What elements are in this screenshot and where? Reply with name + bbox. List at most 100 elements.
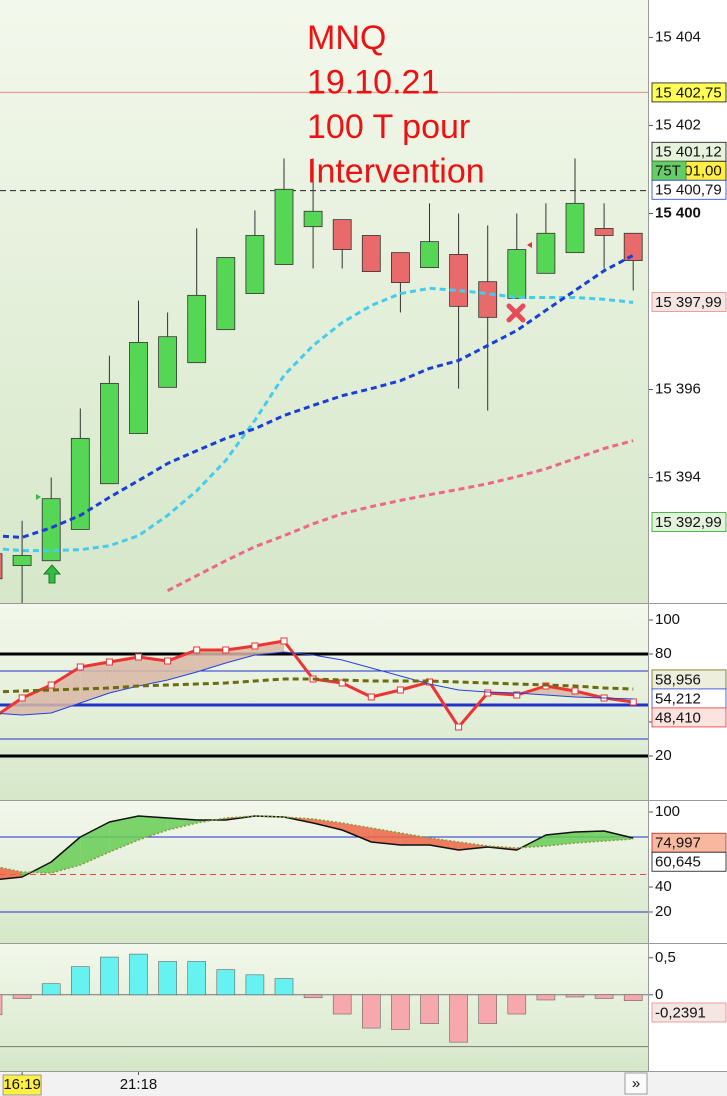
x-tick-label: 16:19 <box>3 1076 41 1093</box>
difference-fill <box>196 649 226 672</box>
y-tick-label: 15 394 <box>655 469 701 486</box>
price-label: -0,2391 <box>655 1004 706 1021</box>
histogram-bar <box>420 994 439 1024</box>
difference-fill <box>400 833 430 845</box>
y-tick-label: 100 <box>655 611 680 628</box>
series-marker <box>222 646 230 654</box>
candle-body <box>507 249 527 299</box>
histogram-bar <box>158 961 177 996</box>
separators <box>0 0 727 1072</box>
price-label-box <box>651 851 727 872</box>
histogram-bar <box>187 961 206 996</box>
candle-body <box>623 232 643 261</box>
annotation: 19.10.21 <box>307 63 439 101</box>
histogram-bar <box>594 994 614 999</box>
difference-fill <box>458 842 488 850</box>
series-marker <box>338 679 346 687</box>
candle-body <box>0 553 3 580</box>
difference-fill <box>109 656 139 693</box>
series-marker <box>193 646 201 654</box>
x-tick-label: 21:18 <box>120 1076 158 1093</box>
candle-body <box>361 235 381 272</box>
histogram-bar <box>507 994 527 1015</box>
candle-body <box>216 257 236 331</box>
annotation: 100 T pour <box>307 108 470 146</box>
histogram-bar <box>0 994 3 1016</box>
y-tick-label: 0 <box>655 986 663 1003</box>
candle-body <box>478 281 498 318</box>
annotation: MNQ <box>307 19 386 57</box>
price-label-box <box>651 82 727 103</box>
price-label-box <box>651 292 727 312</box>
annotation: Intervention <box>307 152 485 190</box>
series-marker <box>396 686 404 694</box>
chart-layer: 15 394 15 396 15 400 15 402 15 404 15 402,75 1… <box>0 19 727 1096</box>
series-marker <box>135 653 142 661</box>
price-label: 15 397,99 <box>655 294 722 311</box>
price-label: 48,410 <box>655 709 701 726</box>
time-axis-background <box>0 1071 727 1096</box>
candle-body <box>565 202 585 254</box>
plot-area <box>0 91 648 603</box>
histogram-bar <box>391 994 410 1030</box>
panel-background <box>0 943 648 1071</box>
difference-fill <box>429 838 459 850</box>
histogram-bar <box>216 969 236 996</box>
series-marker <box>164 657 172 665</box>
series-line <box>0 677 634 694</box>
series-marker <box>76 663 84 671</box>
histogram-bar <box>565 994 585 998</box>
histogram-bar <box>245 974 265 996</box>
scroll-button[interactable]: » <box>624 1072 648 1095</box>
price-label-box <box>651 1002 727 1023</box>
price-label: 15 401,12 <box>655 144 722 161</box>
candle-body <box>536 232 556 274</box>
scroll-button-label[interactable]: » <box>632 1075 640 1092</box>
difference-fill <box>342 823 372 842</box>
histogram-bar <box>361 994 381 1029</box>
candle-body <box>594 228 614 236</box>
price-label: 15 400,79 <box>655 182 722 199</box>
y-tick-label: 20 <box>655 747 672 764</box>
difference-fill <box>138 816 168 840</box>
series-marker <box>513 691 521 699</box>
difference-fill <box>0 867 23 880</box>
price-label: 74,997 <box>655 835 701 852</box>
histogram-bar <box>332 994 352 1015</box>
series-marker <box>105 658 113 666</box>
series-marker <box>367 693 375 701</box>
difference-fill <box>371 828 401 845</box>
candle-body <box>129 342 148 434</box>
price-label: 60,645 <box>655 854 701 871</box>
candle-body <box>158 336 178 388</box>
histogram-bar <box>71 966 90 996</box>
candle-body <box>12 555 32 566</box>
price-tag: 75T <box>655 163 681 180</box>
histogram-bar <box>536 994 556 1001</box>
candle-body <box>100 382 119 485</box>
difference-fill <box>167 649 197 680</box>
difference-fill <box>22 684 52 715</box>
y-tick-label: 15 402 <box>655 116 701 133</box>
y-tick-label: 100 <box>655 803 680 820</box>
histogram-bar <box>274 978 294 996</box>
histogram-bar <box>12 994 32 999</box>
y-tick-label: 40 <box>655 878 672 895</box>
plot-area <box>0 637 648 758</box>
difference-fill <box>138 656 168 686</box>
difference-fill <box>80 661 110 703</box>
price-label-box <box>651 707 727 728</box>
series-marker <box>571 687 579 695</box>
series-marker <box>280 637 288 645</box>
y-tick-label: 15 396 <box>655 380 701 397</box>
price-label: 15 392,99 <box>655 514 722 531</box>
histogram-bar <box>129 953 148 996</box>
series-line <box>0 253 634 539</box>
plot-area <box>0 815 648 913</box>
signal-marker <box>36 494 41 500</box>
scroll-button-frame[interactable] <box>624 1072 648 1095</box>
candle-body <box>390 252 410 283</box>
signal-marker <box>527 242 532 248</box>
series-line <box>0 815 634 881</box>
candle-body <box>274 188 294 265</box>
